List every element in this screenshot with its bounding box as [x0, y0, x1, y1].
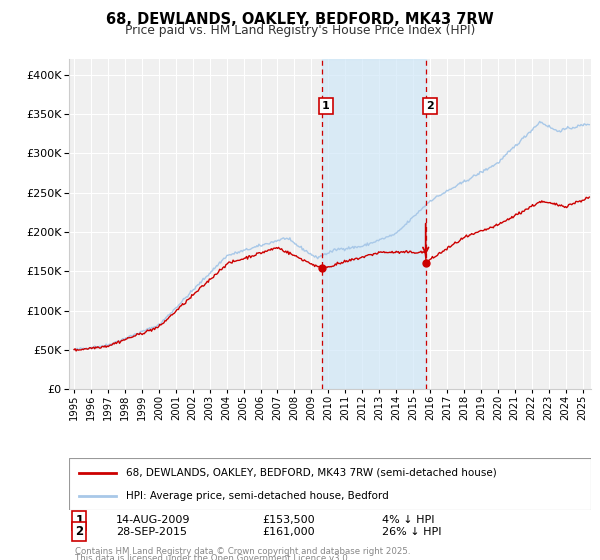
Text: Contains HM Land Registry data © Crown copyright and database right 2025.: Contains HM Land Registry data © Crown c…	[75, 547, 411, 556]
Text: Price paid vs. HM Land Registry's House Price Index (HPI): Price paid vs. HM Land Registry's House …	[125, 24, 475, 37]
Text: 1: 1	[322, 101, 330, 111]
Text: £153,500: £153,500	[262, 515, 315, 525]
Text: 68, DEWLANDS, OAKLEY, BEDFORD, MK43 7RW (semi-detached house): 68, DEWLANDS, OAKLEY, BEDFORD, MK43 7RW …	[127, 468, 497, 478]
Text: This data is licensed under the Open Government Licence v3.0.: This data is licensed under the Open Gov…	[75, 554, 350, 560]
Bar	[322, 59, 426, 389]
Text: 28-SEP-2015: 28-SEP-2015	[116, 527, 187, 536]
FancyBboxPatch shape	[69, 458, 591, 510]
Text: 2: 2	[75, 525, 83, 538]
Text: HPI: Average price, semi-detached house, Bedford: HPI: Average price, semi-detached house,…	[127, 491, 389, 501]
Text: 14-AUG-2009: 14-AUG-2009	[116, 515, 190, 525]
Text: 4% ↓ HPI: 4% ↓ HPI	[382, 515, 434, 525]
Text: 2: 2	[426, 101, 434, 111]
Text: £161,000: £161,000	[262, 527, 315, 536]
Text: 68, DEWLANDS, OAKLEY, BEDFORD, MK43 7RW: 68, DEWLANDS, OAKLEY, BEDFORD, MK43 7RW	[106, 12, 494, 27]
Text: 26% ↓ HPI: 26% ↓ HPI	[382, 527, 442, 536]
Text: 1: 1	[75, 514, 83, 527]
